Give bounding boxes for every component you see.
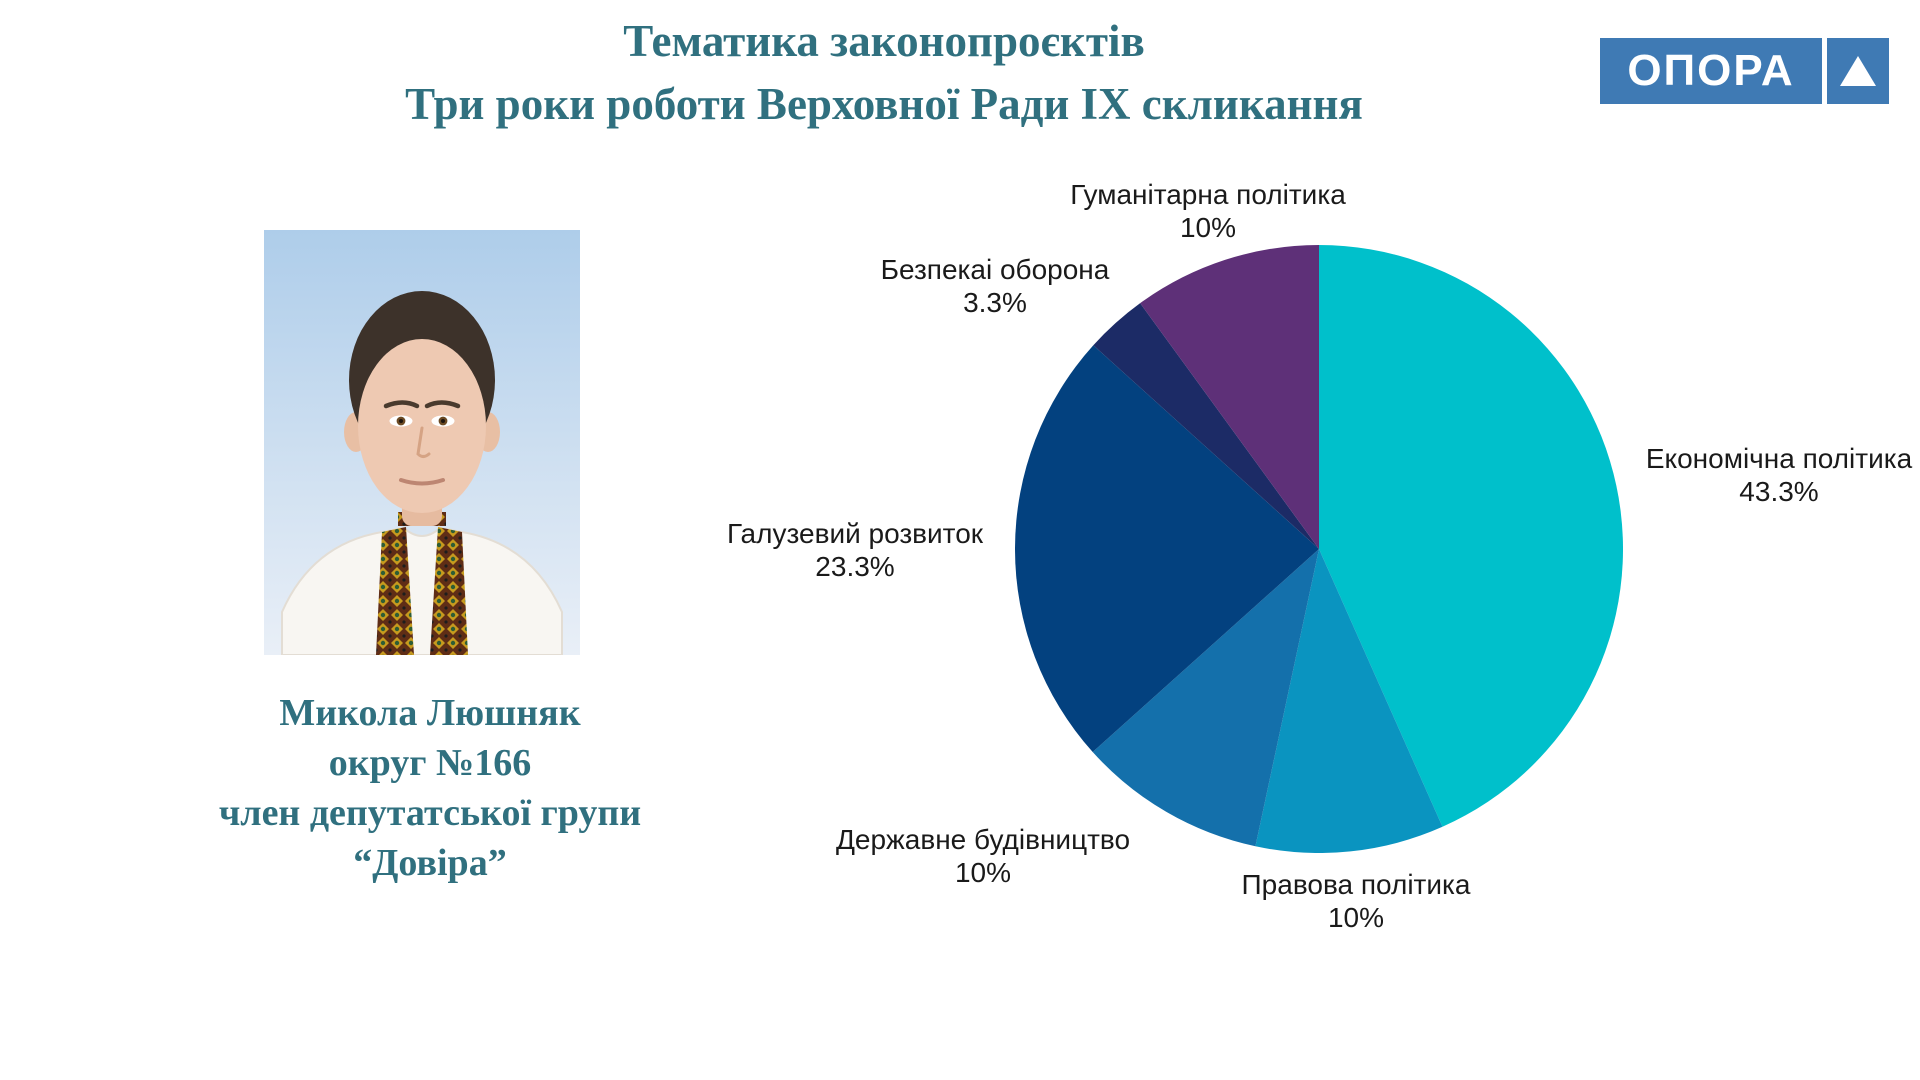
page-title: Тематика законопроєктів Три роки роботи … (84, 10, 1684, 136)
pie-label-text: Галузевий розвиток (726, 518, 984, 549)
pie-label-legal: Правова політика 10% (1136, 868, 1576, 934)
deputy-info: Микола Люшняк округ №166 член депутатськ… (80, 688, 780, 888)
pie-slice-3 (1014, 345, 1319, 752)
deputy-group-line1: член депутатської групи (218, 792, 642, 834)
pie-label-pct: 43.3% (1739, 476, 1819, 507)
pie-label-text: Безпекаі оборона (880, 254, 1110, 285)
pie-label-pct: 23.3% (815, 551, 895, 582)
deputy-group-line2: “Довіра” (353, 842, 507, 884)
opora-triangle-icon (1827, 38, 1889, 104)
pie-label-state-building: Державне будівництво 10% (763, 823, 1203, 889)
opora-logo: ОПОРА (1600, 38, 1889, 104)
deputy-name: Микола Люшняк (279, 692, 581, 734)
pie-chart-svg (1014, 245, 1624, 854)
pie-slice-4 (1093, 303, 1319, 549)
pie-slice-1 (1255, 549, 1443, 854)
pie-label-pct: 10% (1327, 902, 1385, 933)
title-line-1: Тематика законопроєктів (623, 16, 1145, 66)
pie-label-humanitarian: Гуманітарна політика 10% (988, 178, 1428, 244)
pie-label-text: Гуманітарна політика (1070, 179, 1346, 210)
pie-slice-5 (1140, 245, 1319, 549)
pie-label-economic: Економічна політика 43.3% (1559, 442, 1920, 508)
pie-label-text: Правова політика (1241, 869, 1471, 900)
pie-chart (1014, 245, 1624, 854)
pie-label-text: Економічна політика (1645, 443, 1913, 474)
pie-label-pct: 10% (954, 857, 1012, 888)
title-line-2: Три роки роботи Верховної Ради IX склика… (405, 79, 1363, 129)
opora-logo-text: ОПОРА (1600, 38, 1822, 104)
deputy-photo (264, 230, 580, 655)
deputy-district: округ №166 (328, 742, 532, 784)
pie-label-pct: 3.3% (963, 287, 1027, 318)
pie-slice-0 (1319, 245, 1624, 827)
pie-slice-2 (1092, 549, 1319, 847)
pie-label-pct: 10% (1179, 212, 1237, 243)
pie-label-text: Державне будівництво (835, 824, 1131, 855)
pie-label-security: Безпекаі оборона 3.3% (775, 253, 1215, 319)
pie-label-sectoral: Галузевий розвиток 23.3% (635, 517, 1075, 583)
deputy-photo-art (264, 230, 580, 655)
